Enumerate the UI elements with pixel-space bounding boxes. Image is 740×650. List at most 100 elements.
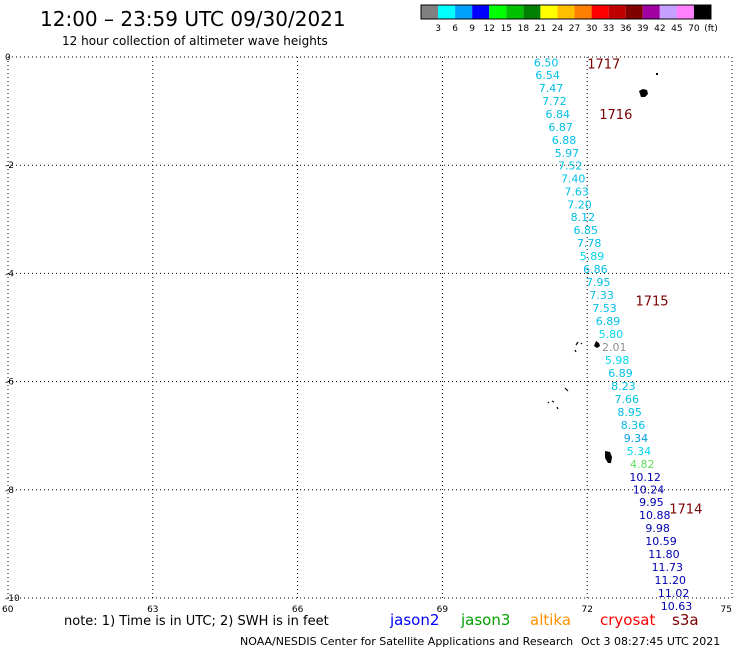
page-title: 12:00 – 23:59 UTC 09/30/2021 bbox=[40, 7, 346, 31]
wave-height-label: 6.54 bbox=[535, 69, 560, 82]
wave-height-label: 10.88 bbox=[639, 509, 671, 522]
wave-height-label: 8.23 bbox=[611, 380, 636, 393]
wave-height-label: 5.80 bbox=[599, 328, 624, 341]
colorbar-label: 39 bbox=[637, 24, 649, 34]
colorbar-swatch bbox=[574, 5, 592, 19]
footer-credit: NOAA/NESDIS Center for Satellite Applica… bbox=[240, 635, 573, 648]
wave-height-label: 11.73 bbox=[652, 561, 684, 574]
page-subtitle: 12 hour collection of altimeter wave hei… bbox=[62, 34, 328, 48]
island-shape bbox=[605, 451, 612, 463]
colorbar-label: 42 bbox=[654, 24, 665, 34]
wave-height-label: 9.95 bbox=[639, 496, 664, 509]
wave-height-label: 9.98 bbox=[645, 522, 670, 535]
colorbar-swatch bbox=[659, 5, 677, 19]
colorbar-label: 18 bbox=[518, 24, 530, 34]
color-legend: 3 6 9 12 15 18 21 24 27 30 33 36 39 42 45 70 (ft) bbox=[420, 4, 718, 34]
wave-height-label: 11.02 bbox=[658, 587, 690, 600]
colorbar-swatch bbox=[540, 5, 558, 19]
colorbar-swatch bbox=[557, 5, 575, 19]
island-shape bbox=[547, 387, 569, 410]
wave-height-label: 10.24 bbox=[633, 483, 665, 496]
colorbar-swatch bbox=[472, 5, 490, 19]
wave-height-label: 10.63 bbox=[661, 600, 693, 613]
colorbar-label: (ft) bbox=[704, 24, 718, 34]
wave-height-labels: 6.506.547.477.726.846.876.885.977.527.40… bbox=[534, 56, 692, 613]
wave-height-label: 6.85 bbox=[574, 224, 599, 237]
colorbar-label: 15 bbox=[501, 24, 512, 34]
colorbar-label: 70 bbox=[688, 24, 700, 34]
y-tick-label: -10 bbox=[5, 594, 20, 604]
y-tick-label: -8 bbox=[5, 486, 14, 496]
satellite-legend: jason2 jason3 altika cryosat s3a bbox=[389, 611, 699, 629]
wave-height-label: 2.01 bbox=[602, 341, 627, 354]
wave-height-label: 7.78 bbox=[577, 237, 602, 250]
colorbar-label: 33 bbox=[603, 24, 614, 34]
wave-height-label: 4.82 bbox=[630, 458, 655, 471]
land-outlines bbox=[547, 73, 658, 463]
wave-height-label: 10.12 bbox=[629, 471, 661, 484]
colorbar-label: 3 bbox=[435, 24, 441, 34]
wave-height-label: 5.98 bbox=[605, 354, 630, 367]
island-shape bbox=[656, 73, 658, 75]
wave-height-label: 5.34 bbox=[627, 445, 652, 458]
colorbar-label: 36 bbox=[620, 24, 632, 34]
colorbar-label: 21 bbox=[535, 24, 546, 34]
pass-time-label: 1714 bbox=[669, 503, 702, 518]
colorbar-swatch bbox=[608, 5, 626, 19]
pass-time-labels: 1717 1716 1715 1714 bbox=[587, 57, 702, 517]
colorbar-swatch bbox=[591, 5, 609, 19]
x-tick-label: 72 bbox=[581, 605, 592, 615]
x-tick-label: 66 bbox=[292, 605, 304, 615]
island-shape bbox=[594, 341, 600, 348]
wave-height-label: 7.53 bbox=[592, 302, 617, 315]
colorbar-label: 24 bbox=[552, 24, 564, 34]
colorbar-label: 12 bbox=[484, 24, 495, 34]
colorbar-swatch bbox=[642, 5, 660, 19]
satellite-name-s3a: s3a bbox=[672, 611, 699, 629]
wave-height-label: 7.47 bbox=[539, 82, 564, 95]
colorbar-label: 45 bbox=[671, 24, 682, 34]
satellite-name-jason3: jason3 bbox=[460, 611, 510, 629]
pass-time-label: 1715 bbox=[635, 294, 668, 309]
colorbar-swatch bbox=[693, 5, 711, 19]
pass-time-label: 1716 bbox=[599, 108, 632, 123]
wave-height-label: 6.89 bbox=[608, 367, 633, 380]
wave-height-label: 7.20 bbox=[567, 199, 592, 212]
wave-height-label: 5.97 bbox=[555, 147, 580, 160]
colorbar-label: 27 bbox=[569, 24, 580, 34]
wave-height-label: 6.87 bbox=[548, 121, 573, 134]
wave-height-label: 7.63 bbox=[564, 186, 589, 199]
footer-note: note: 1) Time is in UTC; 2) SWH is in fe… bbox=[64, 614, 329, 629]
colorbar-swatch bbox=[489, 5, 507, 19]
wave-height-label: 8.95 bbox=[617, 406, 642, 419]
colorbar-swatch bbox=[676, 5, 694, 19]
colorbar-frame bbox=[420, 4, 712, 20]
x-tick-label: 63 bbox=[147, 605, 158, 615]
colorbar-swatch bbox=[523, 5, 541, 19]
pass-time-label: 1717 bbox=[587, 57, 620, 72]
y-tick-label: -6 bbox=[5, 378, 14, 388]
x-tick-label: 60 bbox=[2, 605, 14, 615]
wave-height-label: 11.80 bbox=[648, 548, 680, 561]
satellite-name-jason2: jason2 bbox=[389, 611, 439, 629]
wave-height-label: 6.84 bbox=[546, 108, 571, 121]
wave-height-label: 6.50 bbox=[534, 56, 559, 69]
wave-height-label: 7.52 bbox=[558, 160, 583, 173]
wave-height-label: 10.59 bbox=[645, 535, 677, 548]
footer-timestamp: Oct 3 08:27:45 UTC 2021 bbox=[581, 635, 720, 648]
wave-height-label: 11.20 bbox=[654, 574, 686, 587]
colorbar-label: 9 bbox=[469, 24, 475, 34]
wave-height-label: 8.36 bbox=[621, 419, 646, 432]
wave-height-label: 6.88 bbox=[552, 134, 577, 147]
colorbar-swatch bbox=[455, 5, 473, 19]
wave-height-label: 6.86 bbox=[583, 263, 608, 276]
axis-ticks: 60 63 66 69 72 75 0 -2 -4 -6 -8 -10 bbox=[2, 53, 732, 615]
wave-height-label: 7.66 bbox=[615, 393, 640, 406]
colorbar-label: 6 bbox=[452, 24, 458, 34]
colorbar-swatch bbox=[421, 5, 439, 19]
colorbar-label: 30 bbox=[586, 24, 598, 34]
wave-height-label: 7.40 bbox=[561, 173, 586, 186]
grid bbox=[7, 56, 733, 599]
satellite-name-altika: altika bbox=[530, 611, 571, 629]
